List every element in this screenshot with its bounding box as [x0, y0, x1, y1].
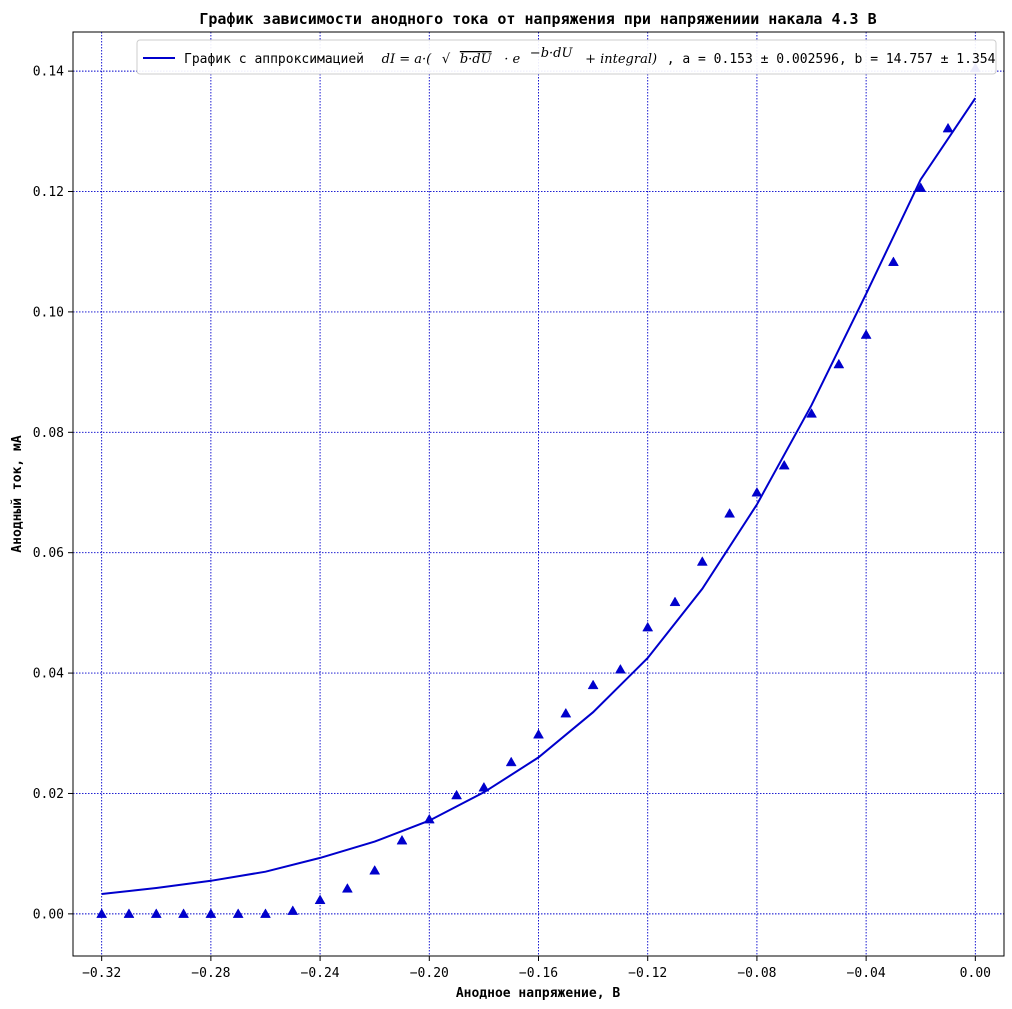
data-point — [205, 908, 217, 918]
data-point — [860, 329, 872, 339]
data-point — [806, 408, 817, 418]
x-tick-label: −0.32 — [82, 966, 121, 981]
legend-formula-exp: −b·dU — [530, 46, 574, 61]
data-point — [724, 508, 736, 518]
x-tick-label: −0.08 — [737, 966, 776, 981]
legend-params: , a = 0.153 ± 0.002596, b = 14.757 ± 1.3… — [667, 52, 996, 67]
legend-formula-d: + integral) — [585, 52, 657, 67]
data-point — [178, 908, 190, 918]
data-point — [560, 707, 572, 718]
y-axis-label: Анодный ток, мА — [10, 435, 25, 553]
legend-formula-b: b·dU — [460, 52, 493, 67]
x-tick-label: −0.12 — [628, 966, 667, 981]
data-point — [478, 781, 490, 792]
x-tick-label: −0.28 — [191, 966, 230, 981]
x-tick-label: −0.04 — [847, 966, 886, 981]
y-tick-label: 0.02 — [33, 787, 64, 802]
y-tick-label: 0.14 — [33, 65, 64, 80]
grid — [73, 32, 1004, 956]
y-tick-label: 0.06 — [33, 546, 64, 561]
data-point — [669, 596, 681, 607]
legend-formula-sqrt: √ — [442, 52, 451, 67]
data-point — [287, 905, 299, 915]
data-point — [451, 789, 463, 800]
fit-curve — [101, 97, 977, 895]
data-point — [778, 459, 790, 470]
legend-prefix: График с аппроксимацией — [184, 52, 364, 67]
data-point — [123, 908, 135, 918]
x-tick-label: −0.20 — [410, 966, 449, 981]
y-axis: 0.00 0.02 0.04 0.06 0.08 0.10 0.12 0.14 — [33, 65, 73, 922]
fit-series — [101, 97, 977, 895]
y-tick-label: 0.12 — [33, 185, 64, 200]
legend-formula-c: · e — [504, 52, 520, 67]
data-point — [887, 256, 899, 266]
data-point — [396, 834, 408, 845]
data-point — [423, 813, 435, 824]
x-axis-label: Анодное напряжение, В — [456, 986, 621, 1001]
data-point — [341, 883, 353, 893]
data-point — [369, 865, 381, 875]
data-point — [614, 663, 626, 674]
legend: График с аппроксимацией dI = a·( √ b·dU … — [136, 39, 997, 75]
data-point — [751, 486, 763, 497]
legend-formula-a: dI = a·( — [382, 52, 432, 67]
data-point — [260, 908, 271, 918]
data-point — [915, 182, 927, 192]
x-tick-label: −0.16 — [519, 966, 558, 981]
data-point — [942, 122, 954, 133]
x-tick-label: 0.00 — [960, 966, 991, 981]
data-point — [696, 556, 708, 566]
y-tick-label: 0.10 — [33, 305, 64, 320]
legend-entry: График с аппроксимацией dI = a·( √ b·dU … — [184, 42, 996, 67]
y-tick-label: 0.08 — [33, 426, 64, 441]
data-point — [587, 679, 599, 690]
data-point — [833, 358, 845, 369]
y-tick-label: 0.00 — [33, 907, 64, 922]
chart-title: График зависимости анодного тока от напр… — [199, 10, 876, 28]
legend-box — [136, 39, 997, 75]
data-point — [642, 621, 654, 632]
data-point — [232, 908, 244, 918]
data-point — [150, 908, 162, 918]
data-point — [533, 728, 544, 739]
x-tick-label: −0.24 — [301, 966, 340, 981]
y-tick-label: 0.04 — [33, 667, 64, 682]
data-point — [96, 908, 108, 918]
data-point — [505, 756, 517, 767]
x-axis: −0.32 −0.28 −0.24 −0.20 −0.16 −0.12 −0.08 −0.04… — [82, 956, 991, 981]
data-point — [314, 894, 326, 905]
